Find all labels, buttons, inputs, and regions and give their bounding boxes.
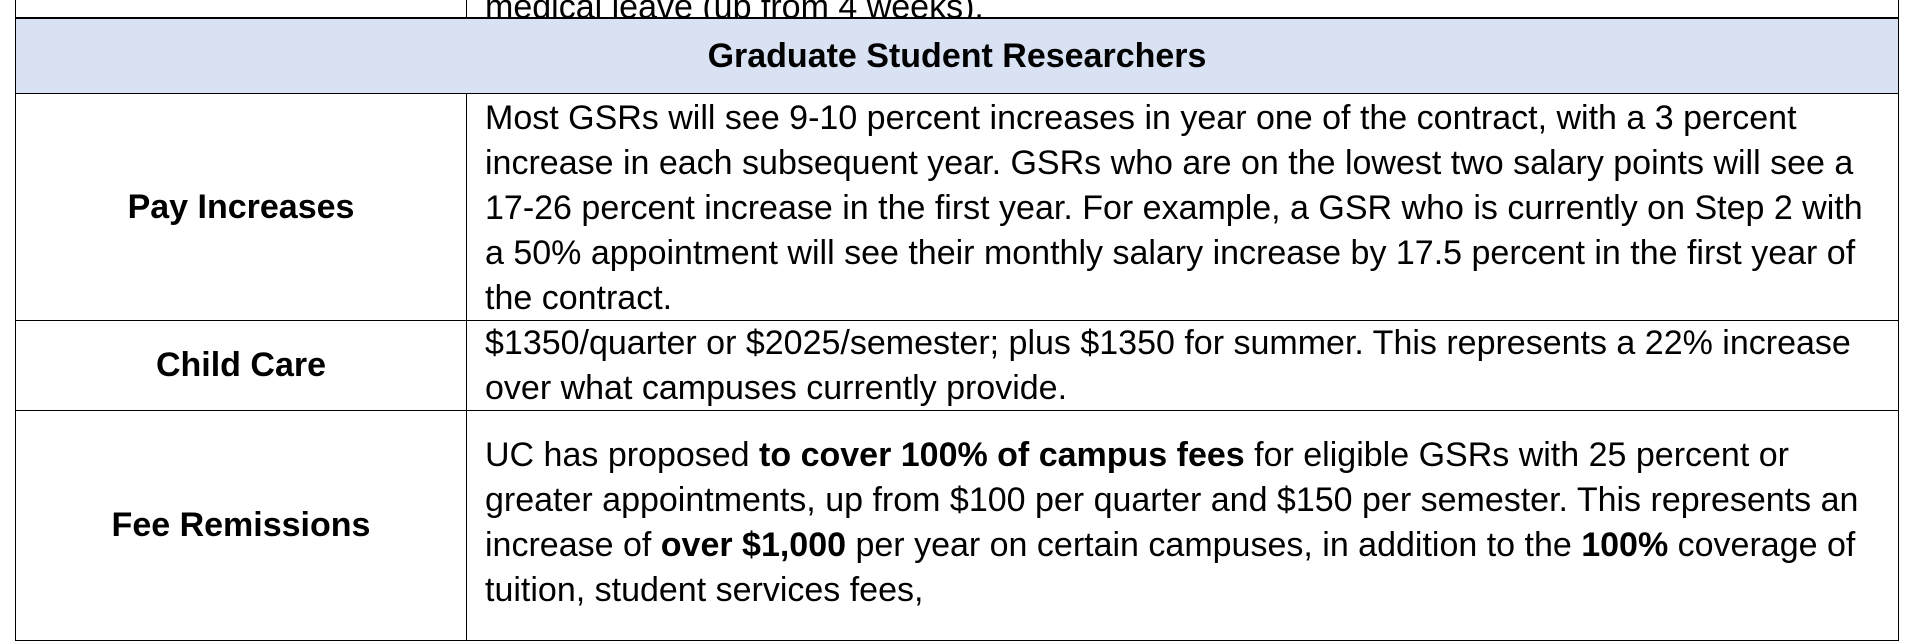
bold-text: to cover 100% of campus fees [759, 436, 1245, 474]
table-row: Pay Increases Most GSRs will see 9-10 per… [15, 94, 1899, 321]
page: medical leave (up from 4 weeks). Graduat… [15, 0, 1899, 641]
row-text: $1350/quarter or $2025/semester; plus $1… [485, 321, 1888, 410]
text: Most GSRs will see 9-10 percent increase… [485, 99, 1863, 317]
row-label: Child Care [16, 321, 467, 410]
text: UC has proposed [485, 436, 760, 474]
text: for eligible GSRs with 25 percent or gre… [485, 436, 1859, 564]
section-header: Graduate Student Researchers [15, 18, 1899, 94]
row-label: Pay Increases [16, 94, 467, 320]
bold-text: over $1,000 [660, 526, 847, 564]
bold-text: 100% [1581, 526, 1669, 564]
row-text: medical leave (up from 4 weeks). [485, 0, 1888, 17]
row-label: Fee Remissions [16, 411, 467, 640]
text: $1350/quarter or $2025/semester; plus $1… [485, 324, 1851, 407]
row-text: Most GSRs will see 9-10 percent increase… [485, 96, 1888, 320]
label-cell [16, 0, 467, 17]
text: coverage of tuition, student services fe… [485, 526, 1856, 609]
row-text: UC has proposed to cover 100% of campus … [485, 433, 1888, 613]
table-row: Fee Remissions UC has proposed to cover 1… [15, 411, 1899, 641]
table-row: Child Care $1350/quarter or $2025/semeste… [15, 321, 1899, 411]
previous-row: medical leave (up from 4 weeks). [15, 0, 1899, 18]
text: per year on certain campuses, in additio… [846, 526, 1582, 564]
